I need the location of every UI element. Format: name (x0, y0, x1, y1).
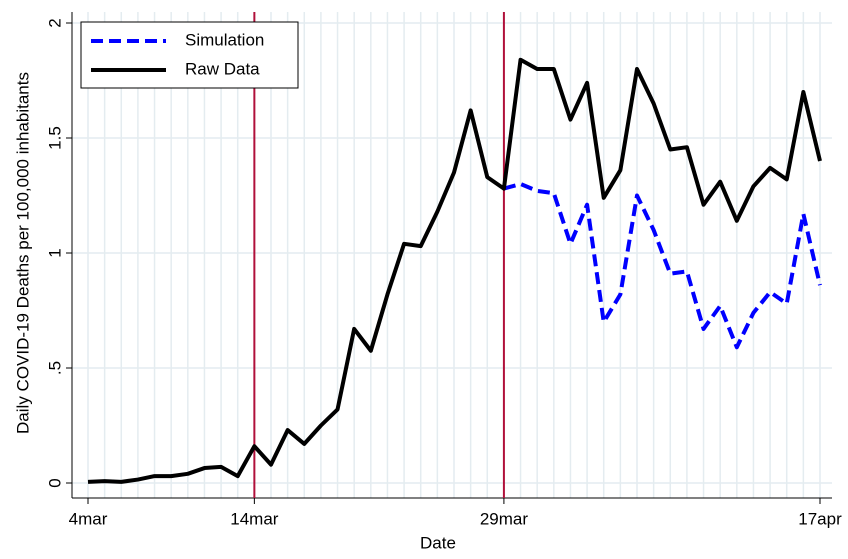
y-tick-label: 0 (45, 478, 64, 487)
y-tick-label: 1 (45, 248, 64, 257)
y-tick-label: .5 (45, 361, 64, 375)
x-axis-label: Date (420, 533, 456, 552)
legend-box (80, 21, 299, 89)
x-tick-label: 29mar (480, 509, 529, 528)
y-axis-label: Daily COVID-19 Deaths per 100,000 inhabi… (13, 72, 32, 434)
series-line (87, 57, 822, 484)
x-tick-label: 4mar (69, 509, 108, 528)
legend-label: Simulation (185, 30, 264, 49)
x-tick-label: 14mar (230, 509, 279, 528)
legend-label: Raw Data (185, 59, 260, 78)
y-tick-label: 1.5 (45, 126, 64, 150)
x-tick-label: 17apr (798, 509, 842, 528)
y-tick-label: 2 (45, 18, 64, 27)
series-line (503, 182, 822, 350)
